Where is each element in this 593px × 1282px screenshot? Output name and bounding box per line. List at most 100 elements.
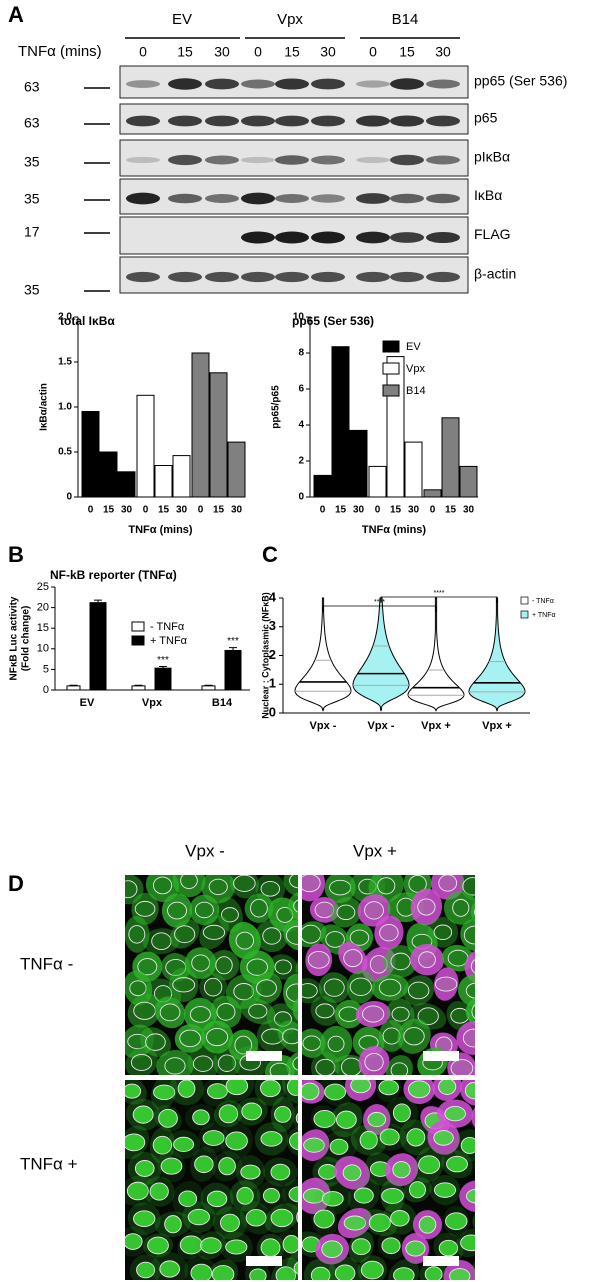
blot-band bbox=[126, 271, 160, 283]
error-bar bbox=[204, 684, 213, 686]
nucleus bbox=[392, 1161, 411, 1179]
nucleus bbox=[406, 1128, 426, 1147]
blot-row-label: pp65 (Ser 536) bbox=[474, 73, 567, 89]
legend-label: + TNFα bbox=[150, 635, 188, 647]
nucleus bbox=[446, 1155, 468, 1173]
nucleus bbox=[211, 1265, 235, 1280]
nucleus bbox=[179, 1029, 201, 1048]
nucleus bbox=[452, 898, 470, 917]
legend-swatch bbox=[382, 384, 400, 397]
column-label: Vpx - bbox=[185, 841, 225, 860]
row-label: TNFα - bbox=[20, 954, 73, 973]
nucleus bbox=[225, 1080, 249, 1096]
nucleus bbox=[288, 1186, 298, 1203]
y-tick-label: 5 bbox=[43, 663, 49, 675]
nucleus bbox=[405, 1240, 426, 1257]
y-tick-label: 4 bbox=[298, 420, 304, 431]
nucleus bbox=[149, 1182, 169, 1201]
nucleus bbox=[307, 950, 330, 969]
blot-band bbox=[426, 155, 460, 165]
nucleus bbox=[390, 952, 411, 971]
cell bbox=[459, 1180, 475, 1212]
nucleus bbox=[137, 958, 158, 976]
y-axis-label: NFκB Luc activity bbox=[9, 596, 20, 680]
x-tick-label: Vpx bbox=[142, 697, 163, 709]
time-label: 0 bbox=[139, 44, 147, 60]
nucleus bbox=[177, 1080, 196, 1098]
micrograph bbox=[302, 1080, 497, 1280]
panel-label: C bbox=[262, 542, 278, 567]
nucleus bbox=[315, 1058, 336, 1075]
blot-band bbox=[241, 271, 275, 283]
y-tick-label: 2.0 bbox=[58, 312, 72, 323]
nucleus bbox=[378, 1080, 399, 1096]
nucleus bbox=[471, 1004, 475, 1019]
legend-label: EV bbox=[406, 341, 421, 353]
mw-marker: 35 bbox=[24, 154, 40, 170]
blot-band bbox=[126, 156, 160, 164]
nucleus bbox=[449, 1268, 471, 1280]
blot-row-label: IκBα bbox=[474, 187, 502, 203]
bar bbox=[81, 411, 100, 498]
x-tick-label: 0 bbox=[320, 505, 326, 516]
x-tick-label: 15 bbox=[335, 505, 347, 516]
nucleus bbox=[189, 1006, 211, 1023]
nucleus bbox=[133, 1001, 156, 1020]
blot-band bbox=[241, 192, 275, 205]
x-tick-label: Vpx + bbox=[421, 720, 451, 732]
nucleus bbox=[336, 1110, 357, 1129]
y-tick-label: 20 bbox=[37, 602, 49, 614]
group-label: EV bbox=[172, 11, 192, 28]
chart-title: NF-kB reporter (TNFα) bbox=[50, 568, 177, 582]
legend-label: B14 bbox=[406, 385, 426, 397]
time-label: 15 bbox=[284, 44, 300, 60]
significance: **** bbox=[434, 590, 445, 597]
time-label: 15 bbox=[177, 44, 193, 60]
blot-band bbox=[126, 192, 160, 205]
mw-marker: 63 bbox=[24, 79, 40, 95]
nucleus bbox=[296, 1211, 298, 1223]
significance: *** bbox=[157, 655, 169, 666]
nucleus bbox=[234, 1035, 253, 1055]
x-tick-label: Vpx + bbox=[482, 720, 512, 732]
panel-label: D bbox=[8, 871, 24, 896]
nucleus bbox=[164, 1215, 182, 1234]
bar bbox=[368, 465, 387, 498]
x-tick-label: 15 bbox=[103, 505, 115, 516]
bar bbox=[89, 602, 107, 691]
nucleus bbox=[274, 959, 292, 975]
nucleus bbox=[302, 1082, 320, 1101]
nucleus bbox=[126, 1181, 149, 1201]
x-tick-label: 30 bbox=[231, 505, 243, 516]
nucleus bbox=[434, 976, 458, 992]
nucleus bbox=[164, 1057, 186, 1075]
scale-bar bbox=[423, 1051, 459, 1061]
nucleus bbox=[334, 1264, 356, 1280]
group-label: Vpx bbox=[277, 11, 303, 28]
blot-band bbox=[168, 78, 202, 90]
y-tick-label: 0 bbox=[298, 492, 304, 503]
error-bar bbox=[69, 684, 78, 686]
nucleus bbox=[408, 1080, 431, 1099]
x-axis-label: TNFα (mins) bbox=[128, 524, 193, 536]
error-bar bbox=[134, 684, 143, 686]
legend-swatch bbox=[520, 610, 529, 619]
nucleus bbox=[392, 1103, 411, 1123]
nucleus bbox=[285, 925, 298, 945]
blot-band bbox=[275, 271, 309, 283]
nucleus bbox=[270, 1163, 291, 1181]
micrograph bbox=[125, 875, 298, 1075]
x-tick-label: 15 bbox=[445, 505, 457, 516]
nucleus bbox=[275, 1266, 297, 1280]
violin bbox=[352, 597, 410, 712]
time-label: 0 bbox=[369, 44, 377, 60]
nucleus bbox=[233, 983, 255, 1001]
bar bbox=[459, 465, 478, 498]
nucleus bbox=[476, 1261, 497, 1277]
nucleus bbox=[359, 1130, 378, 1150]
nucleus bbox=[205, 1028, 229, 1047]
nucleus bbox=[302, 875, 321, 893]
nucleus bbox=[174, 925, 196, 944]
micrograph bbox=[125, 1080, 298, 1280]
nucleus bbox=[381, 1187, 404, 1204]
